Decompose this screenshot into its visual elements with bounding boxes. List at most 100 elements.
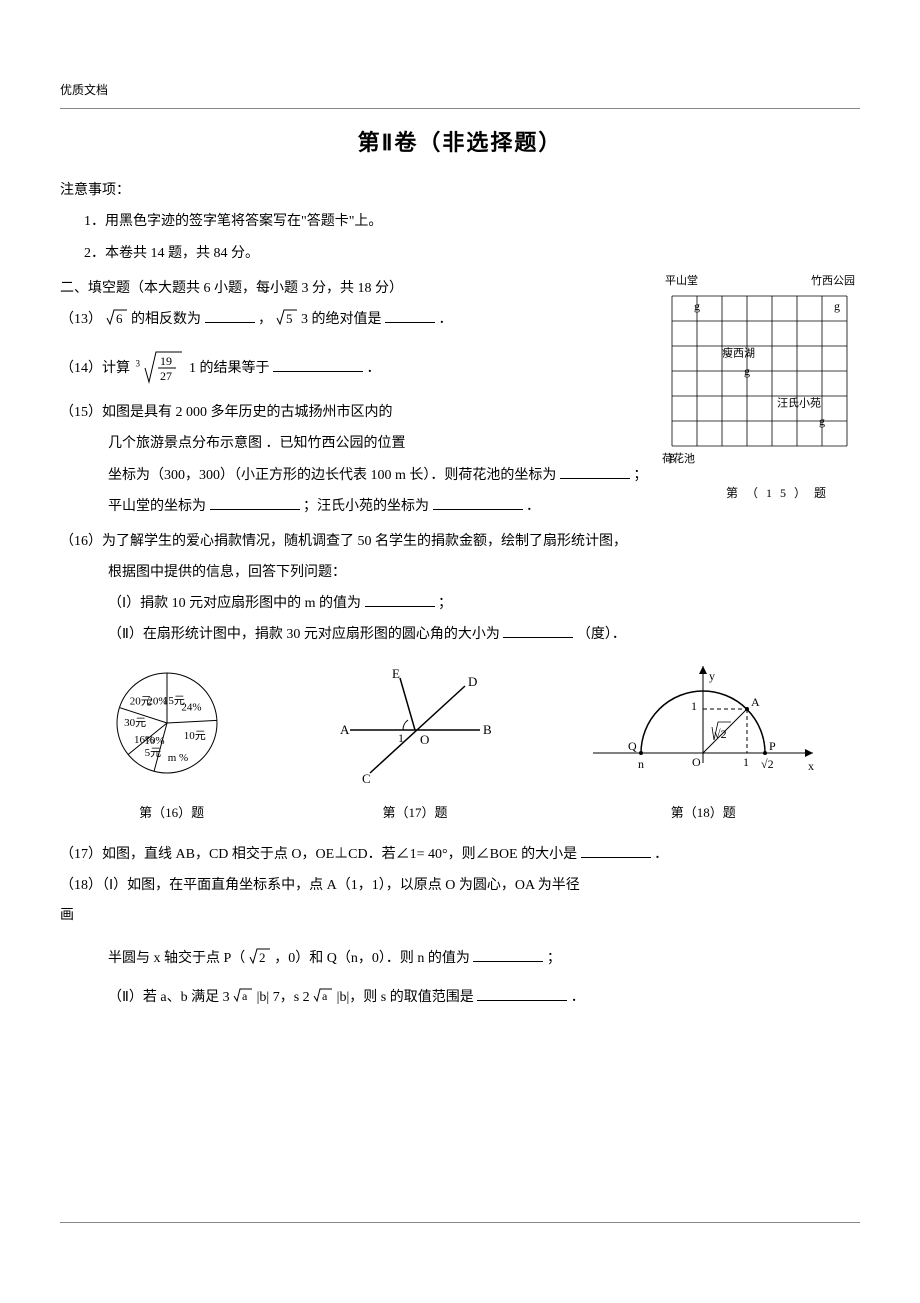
q14-root-index: 3 <box>136 358 141 368</box>
doc-quality-label: 优质文档 <box>60 80 860 102</box>
pie-figure: 15元24%10元m %5元10%30元16%20元20% 第（16）题 <box>97 658 247 825</box>
label-E: E <box>392 668 400 681</box>
q13-prefix: （13） <box>60 312 102 327</box>
q16-sub1: （Ⅰ）捐款 10 元对应扇形图中的 m 的值为 ； <box>60 591 860 616</box>
sc-O: O <box>692 755 701 769</box>
q14: （14）计算 3 19 27 1 的结果等于 ． <box>60 350 620 386</box>
q13-seg1-pre: 的相反数为 <box>131 312 205 327</box>
sc-Q: Q <box>628 739 637 753</box>
q13: （13） 6 的相反数为 ， 5 3 的绝对值是 ． <box>60 307 620 332</box>
svg-text:g: g <box>819 414 825 428</box>
q15-line3a: 坐标为（300，300）（小正方形的边长代表 100 m 长）．则荷花池的坐标为 <box>108 468 556 483</box>
sc-1b: 1 <box>743 755 749 769</box>
svg-text:16%: 16% <box>134 734 154 746</box>
semicircle-svg: A P Q O y x 1 1 √2 √2 n <box>583 658 823 788</box>
lines-svg: A B C D E O 1 <box>320 668 510 788</box>
label-C: C <box>362 771 371 786</box>
q15-line4b: ；汪氏小苑的坐标为 <box>303 499 429 514</box>
q13-seg1-mid: ， <box>258 312 272 327</box>
q15-line1: （15）如图是具有 2 000 多年历史的古城扬州市区内的 <box>60 400 620 425</box>
section-title: 第Ⅱ卷（非选择题） <box>60 123 860 163</box>
sc-P: P <box>769 739 776 753</box>
svg-text:m %: m % <box>167 752 187 764</box>
map-svg: ggg瘦西湖g汪氏小苑g荷花池 <box>660 292 860 477</box>
svg-text:g: g <box>834 299 840 313</box>
q18-line2: 半圆与 x 轴交于点 P（ 2 ，0）和 Q（n，0）．则 n 的值为 ； <box>60 946 860 971</box>
sqrt2p-icon: 2 <box>249 947 271 965</box>
sc-sqrt2a: √2 <box>761 757 774 771</box>
q15-line4a: 平山堂的坐标为 <box>108 499 206 514</box>
svg-text:a: a <box>322 989 328 1003</box>
q16-sub2-end: （度）． <box>577 627 626 642</box>
svg-text:5: 5 <box>286 311 293 326</box>
q13-seg2-pre: 3 的绝对值是 <box>301 312 385 327</box>
q18-absb1: |b| 7，s 2 <box>257 990 310 1005</box>
svg-text:g: g <box>694 299 700 313</box>
q18-absb2: |b|，则 s 的取值范围是 <box>337 990 478 1005</box>
svg-text:汪氏小苑: 汪氏小苑 <box>777 396 821 409</box>
label-D: D <box>468 674 477 689</box>
semicircle-caption: 第（18）题 <box>583 801 823 824</box>
notice-heading: 注意事项： <box>60 178 860 203</box>
q15-line4-end: ． <box>526 499 540 514</box>
sc-A: A <box>751 695 760 709</box>
sqrt5-icon: 5 <box>276 308 298 326</box>
notice-line1: 1．用黑色字迹的签字笔将答案写在"答题卡"上。 <box>60 209 860 234</box>
q18-line2-end: ； <box>547 951 561 966</box>
label-O: O <box>420 732 429 747</box>
svg-text:6: 6 <box>116 311 123 326</box>
q16-blank2 <box>503 624 573 638</box>
q17-blank <box>581 844 651 858</box>
q13-blank2 <box>385 309 435 323</box>
map-figure: 平山堂 竹西公园 ggg瘦西湖g汪氏小苑g荷花池 第（15）题 <box>660 272 860 504</box>
pie-svg: 15元24%10元m %5元10%30元16%20元20% <box>97 658 247 788</box>
map-top-labels: 平山堂 竹西公园 <box>665 272 855 292</box>
q16-sub2: （Ⅱ）在扇形统计图中，捐款 30 元对应扇形图的圆心角的大小为 （度）． <box>60 622 860 647</box>
svg-text:30元: 30元 <box>124 716 146 728</box>
svg-text:24%: 24% <box>181 701 201 713</box>
exam-page: 优质文档 第Ⅱ卷（非选择题） 注意事项： 1．用黑色字迹的签字笔将答案写在"答题… <box>0 0 920 1303</box>
svg-text:2: 2 <box>259 950 266 965</box>
sc-x: x <box>808 759 814 773</box>
lines-figure: A B C D E O 1 第（17）题 <box>320 668 510 825</box>
cuberoot-icon: 19 27 <box>144 350 184 386</box>
map-label-pingshantang: 平山堂 <box>665 272 698 292</box>
pie-caption: 第（16）题 <box>97 801 247 824</box>
svg-text:g: g <box>744 364 750 378</box>
q18-line3a: （Ⅱ）若 a、b 满足 3 <box>108 990 230 1005</box>
semicircle-figure: A P Q O y x 1 1 √2 √2 n 第（18）题 <box>583 658 823 825</box>
q16-sub1a: （Ⅰ）捐款 10 元对应扇形图中的 m 的值为 <box>108 596 361 611</box>
top-divider <box>60 108 860 109</box>
q13-end: ． <box>439 312 453 327</box>
q14-blank <box>273 358 363 372</box>
q15-blank1 <box>560 465 630 479</box>
map-label-zhuxi: 竹西公园 <box>811 272 855 292</box>
q14-frac-den: 27 <box>160 369 172 383</box>
q14-frac-num: 19 <box>160 354 172 368</box>
q14-plus: 1 的结果等于 <box>189 361 270 376</box>
q15-line2: 几个旅游景点分布示意图 ．已知竹西公园的位置 <box>60 431 620 456</box>
q18-line2b: ，0）和 Q（n，0）．则 n 的值为 <box>274 951 473 966</box>
q17-text: （17）如图，直线 AB，CD 相交于点 O，OE⊥CD．若∠1= 40°，则∠… <box>60 847 577 862</box>
q15-blank2 <box>210 496 300 510</box>
sqrta1-icon: a <box>233 987 253 1003</box>
q18-line3-end: ． <box>571 990 585 1005</box>
q17-end: ． <box>654 847 668 862</box>
q16-blank1 <box>365 593 435 607</box>
sqrt6-icon: 6 <box>106 308 128 326</box>
figures-row: 15元24%10元m %5元10%30元16%20元20% 第（16）题 A B… <box>60 658 860 825</box>
q14-end: ． <box>367 361 381 376</box>
q16-line2: 根据图中提供的信息，回答下列问题： <box>60 560 860 585</box>
q18-blank1 <box>473 948 543 962</box>
q16-sub1-end: ； <box>438 596 452 611</box>
svg-text:20%: 20% <box>147 695 167 707</box>
q16-sub2a: （Ⅱ）在扇形统计图中，捐款 30 元对应扇形图的圆心角的大小为 <box>108 627 500 642</box>
sc-1: 1 <box>691 699 697 713</box>
lines-caption: 第（17）题 <box>320 801 510 824</box>
q15-blank3 <box>433 496 523 510</box>
svg-text:10元: 10元 <box>183 730 205 742</box>
svg-text:a: a <box>242 989 248 1003</box>
q15-line3-end: ； <box>633 468 647 483</box>
q18-line3: （Ⅱ）若 a、b 满足 3 a |b| 7，s 2 a |b|，则 s 的取值范… <box>60 985 860 1010</box>
q13-blank1 <box>205 309 255 323</box>
